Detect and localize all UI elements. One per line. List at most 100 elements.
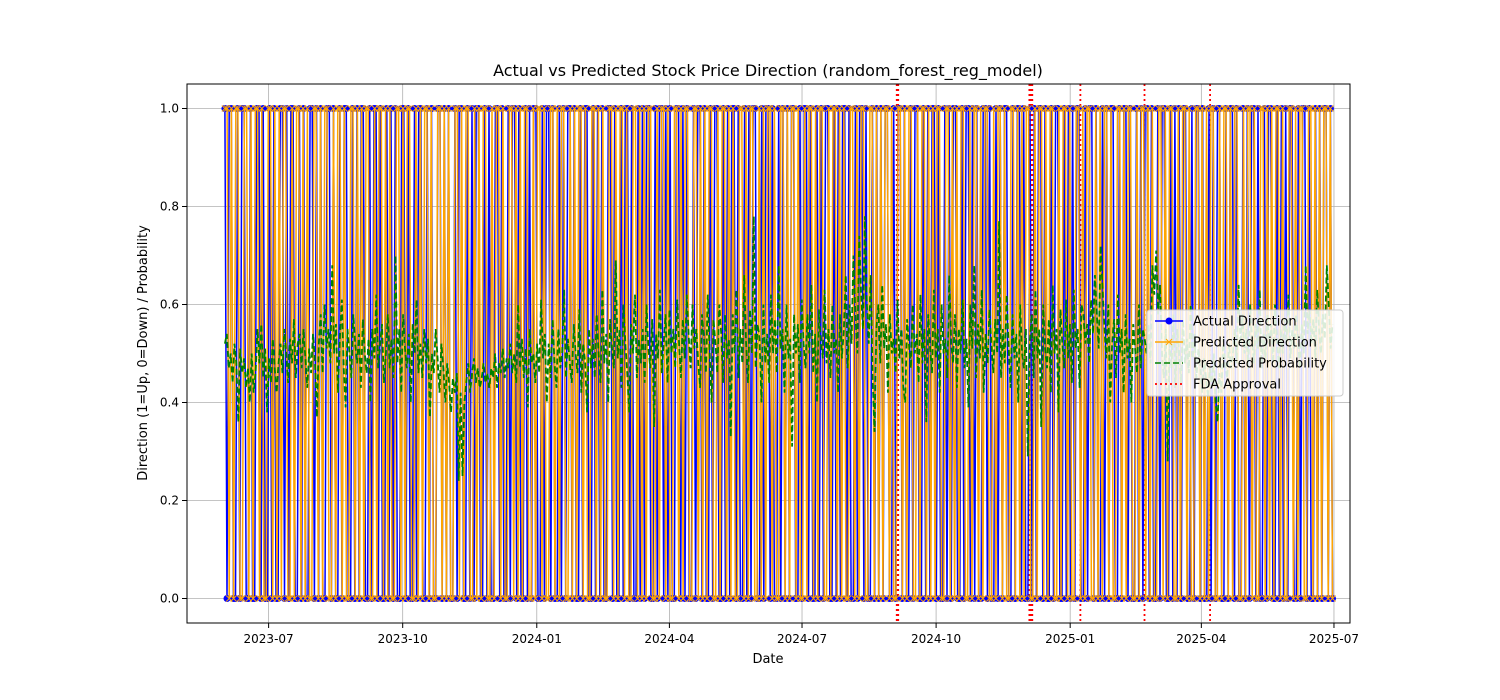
predicted-direction-point — [445, 105, 452, 112]
predicted-direction-point — [1101, 105, 1108, 112]
predicted-direction-point — [605, 105, 613, 112]
predicted-direction-point — [762, 595, 770, 602]
predicted-direction-point — [421, 105, 429, 112]
predicted-direction-point — [319, 595, 326, 602]
predicted-direction-point — [666, 595, 674, 602]
legend-label: Actual Direction — [1193, 315, 1297, 330]
y-tick-label: 1.0 — [160, 102, 179, 116]
predicted-direction-point — [1151, 595, 1158, 602]
predicted-direction-point — [232, 105, 240, 112]
predicted-direction-point — [304, 105, 311, 112]
predicted-direction-point — [540, 105, 548, 112]
x-tick-label: 2024-01 — [512, 632, 562, 646]
predicted-direction-point — [406, 105, 413, 112]
predicted-direction-point — [323, 105, 331, 112]
predicted-direction-point — [933, 105, 941, 112]
predicted-direction-point — [1166, 105, 1173, 112]
predicted-direction-point — [282, 105, 290, 112]
predicted-direction-point — [718, 105, 726, 112]
legend-entry: Predicted Probability — [1155, 357, 1327, 372]
y-tick-label: 0.0 — [160, 592, 179, 606]
predicted-direction-point — [1207, 105, 1215, 112]
predicted-direction-point — [1155, 105, 1163, 112]
predicted-direction-point — [1046, 105, 1054, 112]
predicted-direction-point — [1107, 105, 1115, 112]
predicted-direction-point — [1035, 105, 1043, 112]
predicted-direction-point — [603, 595, 611, 602]
predicted-direction-point — [1170, 595, 1178, 602]
y-tick-label: 0.4 — [160, 396, 179, 410]
predicted-direction-point — [1298, 105, 1306, 112]
predicted-direction-point — [334, 105, 342, 112]
predicted-direction-point — [1231, 105, 1239, 112]
predicted-direction-point — [771, 105, 778, 112]
predicted-direction-point — [879, 595, 887, 602]
legend-label: Predicted Probability — [1193, 357, 1327, 372]
predicted-direction-point — [647, 105, 654, 112]
x-axis-label: Date — [752, 652, 783, 667]
predicted-direction-point — [373, 595, 381, 602]
predicted-direction-point — [499, 105, 507, 112]
x-tick-label: 2024-07 — [777, 632, 827, 646]
predicted-direction-point — [1111, 595, 1119, 602]
predicted-direction-point — [575, 105, 583, 112]
predicted-direction-point — [959, 105, 967, 112]
legend-marker — [1165, 338, 1173, 346]
predicted-direction-point — [1168, 105, 1176, 112]
predicted-direction-point — [393, 105, 400, 112]
predicted-direction-point — [447, 595, 455, 602]
predicted-direction-point — [1179, 105, 1187, 112]
predicted-direction-point — [364, 105, 372, 112]
predicted-direction-point — [658, 105, 665, 112]
predicted-direction-point — [390, 595, 398, 602]
predicted-direction-point — [1153, 595, 1160, 602]
predicted-direction-point — [688, 595, 696, 602]
predicted-direction-point — [794, 105, 802, 112]
predicted-direction-point — [625, 595, 633, 602]
predicted-direction-point — [814, 595, 822, 602]
predicted-direction-point — [864, 595, 872, 602]
predicted-direction-point — [938, 595, 945, 602]
predicted-direction-point — [775, 595, 783, 602]
predicted-direction-point — [264, 105, 272, 112]
predicted-direction-point — [1083, 105, 1091, 112]
predicted-direction-point — [994, 105, 1002, 112]
predicted-direction-point — [484, 595, 492, 602]
predicted-direction-point — [460, 595, 468, 602]
predicted-direction-point — [241, 105, 248, 112]
predicted-direction-point — [645, 105, 652, 112]
predicted-direction-point — [1177, 595, 1184, 602]
predicted-direction-point — [586, 595, 594, 602]
legend-entry: FDA Approval — [1155, 378, 1281, 393]
predicted-direction-point — [942, 105, 950, 112]
predicted-direction-point — [1253, 595, 1260, 602]
predicted-direction-point — [797, 595, 804, 602]
predicted-direction-point — [970, 105, 978, 112]
predicted-direction-point — [291, 595, 298, 602]
actual-direction-point — [1148, 105, 1155, 112]
predicted-direction-point — [432, 595, 439, 602]
predicted-direction-point — [890, 595, 898, 602]
predicted-direction-point — [1085, 105, 1093, 112]
predicted-direction-point — [367, 595, 374, 602]
predicted-direction-point — [490, 595, 498, 602]
predicted-direction-point — [555, 595, 563, 602]
predicted-direction-point — [629, 105, 637, 112]
predicted-direction-point — [983, 105, 991, 112]
predicted-direction-point — [918, 105, 926, 112]
predicted-direction-point — [708, 105, 715, 112]
predicted-direction-point — [690, 105, 698, 112]
legend-entry: Predicted Direction — [1155, 336, 1317, 351]
x-tick-label: 2025-07 — [1309, 632, 1359, 646]
predicted-direction-point — [1235, 595, 1243, 602]
predicted-direction-point — [857, 105, 865, 112]
predicted-direction-point — [1205, 595, 1213, 602]
predicted-direction-point — [260, 595, 268, 602]
predicted-direction-point — [892, 595, 900, 602]
predicted-direction-point — [534, 105, 541, 112]
predicted-direction-point — [427, 105, 435, 112]
predicted-direction-point — [1300, 595, 1308, 602]
actual-direction-point — [1177, 595, 1185, 602]
predicted-direction-point — [401, 595, 409, 602]
